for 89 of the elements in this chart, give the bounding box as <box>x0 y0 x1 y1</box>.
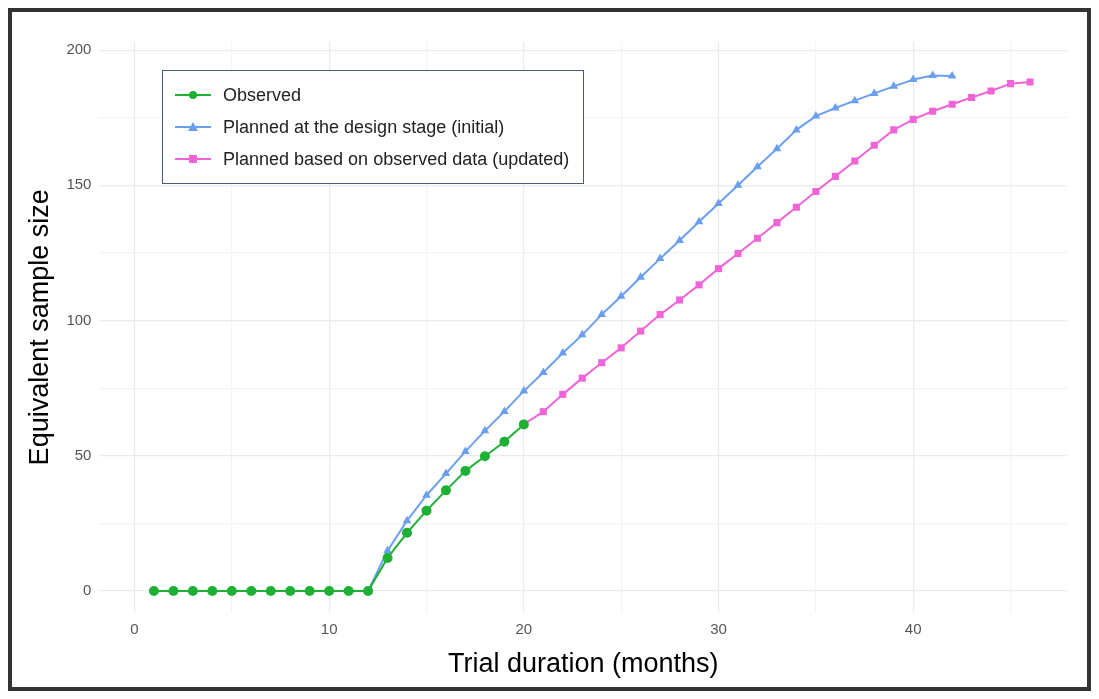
point <box>676 296 684 304</box>
point <box>538 367 548 375</box>
point <box>948 100 956 108</box>
point <box>890 126 898 134</box>
point <box>597 309 607 318</box>
point <box>382 552 393 563</box>
point <box>499 436 510 447</box>
point <box>461 446 470 454</box>
point <box>753 234 761 242</box>
point <box>559 390 567 398</box>
point <box>617 344 625 352</box>
point <box>402 527 413 538</box>
legend-label: Planned at the design stage (initial) <box>223 116 505 138</box>
point <box>577 329 587 338</box>
point <box>207 585 218 596</box>
point <box>148 585 159 596</box>
point <box>733 180 743 188</box>
point <box>928 70 937 79</box>
point <box>598 359 606 367</box>
point <box>421 505 432 516</box>
point <box>500 406 509 414</box>
point <box>772 143 782 152</box>
point <box>168 585 179 596</box>
point <box>714 198 723 206</box>
point <box>889 81 899 89</box>
point <box>578 374 586 382</box>
point <box>773 219 781 227</box>
x-tick-label: 10 <box>320 619 338 637</box>
point <box>675 235 684 243</box>
point <box>226 585 237 596</box>
point <box>460 465 471 476</box>
point <box>246 585 257 596</box>
point <box>968 93 976 101</box>
point <box>265 585 276 596</box>
x-tick-label: 0 <box>130 619 139 637</box>
y-tick-label: 50 <box>74 445 92 463</box>
point <box>422 490 431 498</box>
point <box>304 585 315 596</box>
x-axis-title: Trial duration (months) <box>447 648 719 679</box>
point <box>811 111 821 119</box>
x-tick-label: 40 <box>904 619 922 637</box>
point <box>987 87 995 95</box>
point <box>909 115 917 123</box>
point <box>440 485 451 496</box>
point <box>851 157 859 165</box>
legend-label: Planned based on observed data (updated) <box>223 148 570 170</box>
point <box>908 74 918 83</box>
point <box>694 216 704 225</box>
point <box>637 327 645 335</box>
point <box>519 386 529 394</box>
point <box>187 585 198 596</box>
point <box>870 141 878 149</box>
point <box>1007 80 1015 88</box>
y-tick-label: 200 <box>66 40 92 58</box>
point <box>656 311 664 319</box>
point <box>402 515 412 524</box>
point <box>734 249 742 258</box>
point <box>479 451 490 462</box>
point <box>792 203 800 211</box>
point <box>695 281 703 289</box>
point <box>753 161 762 170</box>
point <box>1026 78 1034 86</box>
point <box>831 102 840 111</box>
point <box>869 88 879 96</box>
y-tick-label: 150 <box>66 175 92 193</box>
point <box>929 107 937 115</box>
y-tick-label: 100 <box>66 310 92 328</box>
point <box>831 172 839 180</box>
point <box>324 585 335 596</box>
point <box>343 585 354 596</box>
point <box>616 291 626 299</box>
point <box>792 124 801 133</box>
point <box>539 408 547 416</box>
point <box>714 265 723 273</box>
legend-label: Observed <box>223 84 302 106</box>
point <box>947 71 957 79</box>
point <box>383 545 392 554</box>
y-axis-title: Equivalent sample size <box>23 189 54 466</box>
point <box>636 272 645 280</box>
point <box>655 253 665 262</box>
x-tick-label: 30 <box>710 619 727 637</box>
y-tick-label: 0 <box>83 581 92 599</box>
point <box>480 425 490 434</box>
x-tick-label: 20 <box>515 619 533 637</box>
point <box>441 468 451 477</box>
point <box>285 585 296 596</box>
point <box>558 347 568 356</box>
point <box>850 95 860 104</box>
point <box>812 188 820 196</box>
